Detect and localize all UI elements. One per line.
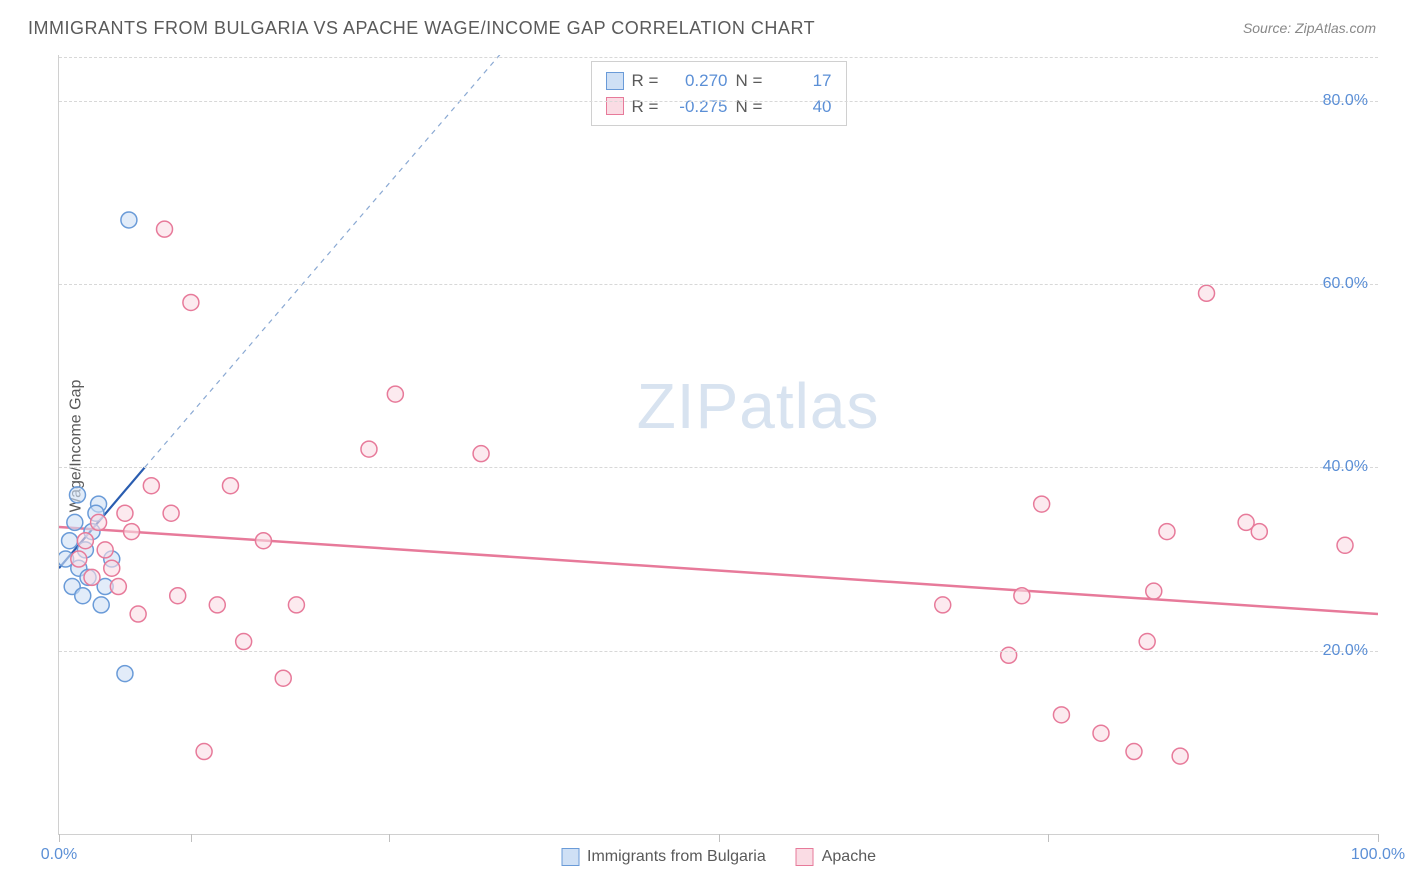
r-value-apache: -0.275: [670, 94, 728, 120]
swatch-bulgaria: [606, 72, 624, 90]
chart-title: IMMIGRANTS FROM BULGARIA VS APACHE WAGE/…: [28, 18, 815, 39]
legend-label-apache: Apache: [822, 848, 876, 866]
swatch-bulgaria-icon: [561, 848, 579, 866]
legend-label-bulgaria: Immigrants from Bulgaria: [587, 848, 766, 866]
series-legend: Immigrants from Bulgaria Apache: [561, 848, 876, 866]
chart-svg: [59, 55, 1378, 834]
n-label: N =: [736, 94, 766, 120]
legend-row-apache: R = -0.275 N = 40: [606, 94, 832, 120]
n-value-bulgaria: 17: [774, 68, 832, 94]
n-value-apache: 40: [774, 94, 832, 120]
x-tick-label: 0.0%: [41, 846, 77, 864]
swatch-apache-icon: [796, 848, 814, 866]
r-value-bulgaria: 0.270: [670, 68, 728, 94]
correlation-legend: R = 0.270 N = 17 R = -0.275 N = 40: [591, 61, 847, 126]
r-label: R =: [632, 94, 662, 120]
legend-item-apache: Apache: [796, 848, 876, 866]
source-attribution: Source: ZipAtlas.com: [1243, 20, 1376, 36]
plot-area: ZIPatlas R = 0.270 N = 17 R = -0.275 N =…: [58, 55, 1378, 835]
x-tick-label: 100.0%: [1351, 846, 1405, 864]
y-tick-label: 20.0%: [1323, 642, 1368, 660]
y-tick-label: 60.0%: [1323, 275, 1368, 293]
watermark-atlas: atlas: [739, 370, 879, 442]
watermark-zip: ZIP: [637, 370, 740, 442]
legend-row-bulgaria: R = 0.270 N = 17: [606, 68, 832, 94]
n-label: N =: [736, 68, 766, 94]
legend-item-bulgaria: Immigrants from Bulgaria: [561, 848, 766, 866]
y-tick-label: 80.0%: [1323, 92, 1368, 110]
watermark: ZIPatlas: [637, 369, 880, 443]
y-tick-label: 40.0%: [1323, 458, 1368, 476]
r-label: R =: [632, 68, 662, 94]
